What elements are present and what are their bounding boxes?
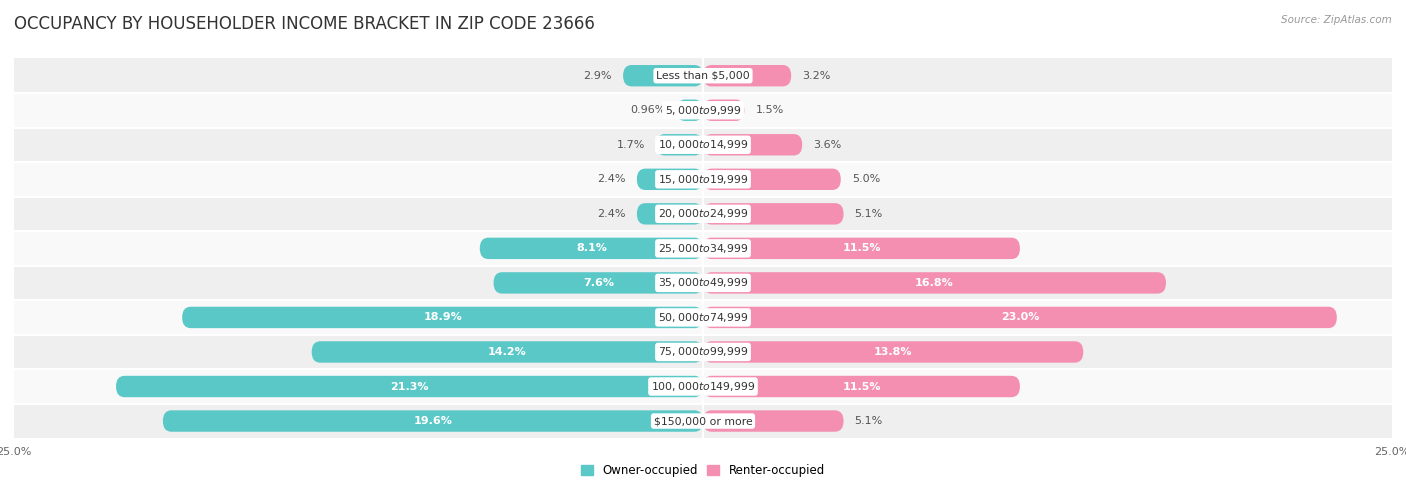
FancyBboxPatch shape <box>703 99 744 121</box>
FancyBboxPatch shape <box>657 134 703 155</box>
FancyBboxPatch shape <box>183 307 703 328</box>
FancyBboxPatch shape <box>703 238 1019 259</box>
Bar <box>14 231 1392 265</box>
Text: 16.8%: 16.8% <box>915 278 953 288</box>
Text: 14.2%: 14.2% <box>488 347 527 357</box>
Text: $75,000 to $99,999: $75,000 to $99,999 <box>658 345 748 358</box>
FancyBboxPatch shape <box>703 411 844 432</box>
Text: 5.1%: 5.1% <box>855 209 883 219</box>
Text: 5.1%: 5.1% <box>855 416 883 426</box>
FancyBboxPatch shape <box>703 272 1166 294</box>
Text: 2.4%: 2.4% <box>598 209 626 219</box>
FancyBboxPatch shape <box>117 376 703 397</box>
Bar <box>14 93 1392 128</box>
Bar <box>14 369 1392 404</box>
Text: $35,000 to $49,999: $35,000 to $49,999 <box>658 277 748 289</box>
Text: 1.5%: 1.5% <box>755 105 783 115</box>
Bar <box>14 300 1392 335</box>
Text: $10,000 to $14,999: $10,000 to $14,999 <box>658 138 748 151</box>
FancyBboxPatch shape <box>676 99 703 121</box>
Text: 11.5%: 11.5% <box>842 244 880 253</box>
FancyBboxPatch shape <box>637 203 703 225</box>
Text: 18.9%: 18.9% <box>423 313 463 322</box>
Text: $25,000 to $34,999: $25,000 to $34,999 <box>658 242 748 255</box>
Bar <box>14 197 1392 231</box>
Text: Source: ZipAtlas.com: Source: ZipAtlas.com <box>1281 15 1392 25</box>
Text: 2.9%: 2.9% <box>583 71 612 81</box>
FancyBboxPatch shape <box>703 169 841 190</box>
FancyBboxPatch shape <box>703 376 1019 397</box>
Text: $50,000 to $74,999: $50,000 to $74,999 <box>658 311 748 324</box>
Text: 11.5%: 11.5% <box>842 381 880 392</box>
FancyBboxPatch shape <box>703 203 844 225</box>
Text: 3.6%: 3.6% <box>813 140 841 150</box>
Text: $5,000 to $9,999: $5,000 to $9,999 <box>665 104 741 117</box>
Bar <box>14 265 1392 300</box>
Text: $150,000 or more: $150,000 or more <box>654 416 752 426</box>
Text: 7.6%: 7.6% <box>582 278 614 288</box>
Text: 19.6%: 19.6% <box>413 416 453 426</box>
Text: 2.4%: 2.4% <box>598 174 626 184</box>
Text: $20,000 to $24,999: $20,000 to $24,999 <box>658 207 748 220</box>
FancyBboxPatch shape <box>623 65 703 86</box>
FancyBboxPatch shape <box>479 238 703 259</box>
Text: 8.1%: 8.1% <box>576 244 607 253</box>
Bar <box>14 335 1392 369</box>
Text: Less than $5,000: Less than $5,000 <box>657 71 749 81</box>
Text: $15,000 to $19,999: $15,000 to $19,999 <box>658 173 748 186</box>
Text: 13.8%: 13.8% <box>875 347 912 357</box>
Text: 23.0%: 23.0% <box>1001 313 1039 322</box>
FancyBboxPatch shape <box>312 341 703 363</box>
Bar <box>14 162 1392 197</box>
Text: 1.7%: 1.7% <box>617 140 645 150</box>
FancyBboxPatch shape <box>703 65 792 86</box>
Text: OCCUPANCY BY HOUSEHOLDER INCOME BRACKET IN ZIP CODE 23666: OCCUPANCY BY HOUSEHOLDER INCOME BRACKET … <box>14 15 595 33</box>
Text: 21.3%: 21.3% <box>391 381 429 392</box>
FancyBboxPatch shape <box>703 341 1083 363</box>
Text: $100,000 to $149,999: $100,000 to $149,999 <box>651 380 755 393</box>
Bar <box>14 58 1392 93</box>
Text: 5.0%: 5.0% <box>852 174 880 184</box>
Bar <box>14 128 1392 162</box>
FancyBboxPatch shape <box>494 272 703 294</box>
FancyBboxPatch shape <box>163 411 703 432</box>
Legend: Owner-occupied, Renter-occupied: Owner-occupied, Renter-occupied <box>576 459 830 482</box>
Bar <box>14 404 1392 438</box>
FancyBboxPatch shape <box>637 169 703 190</box>
FancyBboxPatch shape <box>703 307 1337 328</box>
FancyBboxPatch shape <box>703 134 803 155</box>
Text: 0.96%: 0.96% <box>630 105 665 115</box>
Text: 3.2%: 3.2% <box>803 71 831 81</box>
